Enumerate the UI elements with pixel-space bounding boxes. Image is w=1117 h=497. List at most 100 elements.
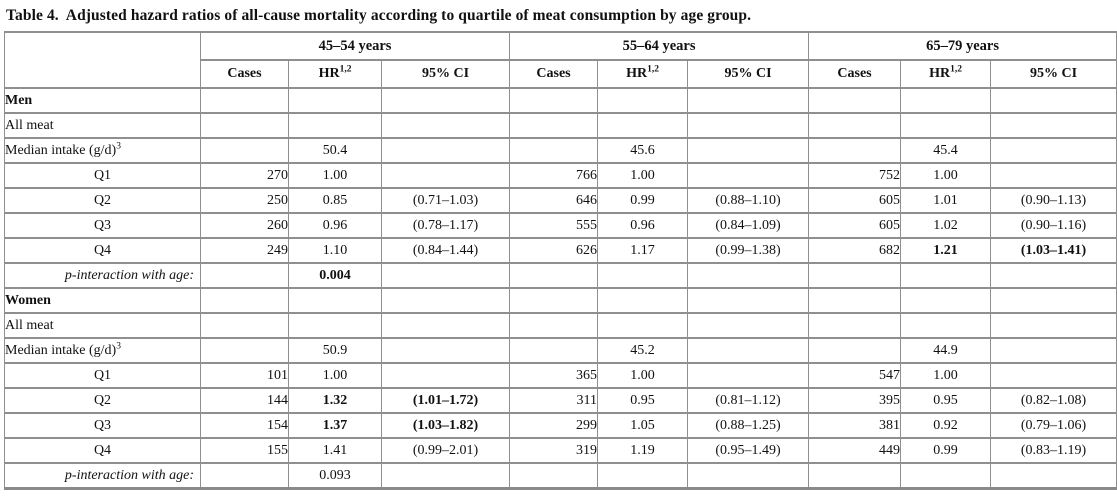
cases-cell	[200, 312, 289, 339]
hr-cell: 1.37	[288, 412, 382, 439]
hr-cell: 1.05	[597, 412, 689, 439]
cases-header: Cases	[509, 59, 599, 89]
cases-cell: 605	[808, 187, 902, 214]
cases-cell	[509, 462, 599, 490]
ci-cell: (0.82–1.08)	[990, 387, 1117, 414]
cases-cell	[808, 262, 902, 289]
row-label: Q1	[4, 362, 201, 389]
hr-cell: 0.99	[900, 437, 992, 464]
table-row: Q1 101 1.00 365 1.00 547 1.00	[4, 362, 1117, 389]
cases-cell: 646	[509, 187, 599, 214]
hr-cell: 1.00	[288, 162, 382, 189]
age-group-header-65-79: 65–79 years	[808, 31, 1117, 61]
hr-cell: 0.004	[288, 262, 382, 289]
row-label: p-interaction with age:	[4, 462, 201, 490]
cases-cell: 766	[509, 162, 599, 189]
row-label: Women	[4, 287, 201, 314]
cases-cell: 682	[808, 237, 902, 264]
group-header-row: 45–54 years 55–64 years 65–79 years	[4, 31, 1117, 89]
ci-cell: (0.90–1.13)	[990, 187, 1117, 214]
cases-cell: 626	[509, 237, 599, 264]
cases-cell	[200, 137, 289, 164]
table-caption: Adjusted hazard ratios of all-cause mort…	[65, 7, 752, 24]
ci-cell	[990, 287, 1117, 314]
hr-cell	[597, 262, 689, 289]
cases-cell: 365	[509, 362, 599, 389]
ci-cell: (0.79–1.06)	[990, 412, 1117, 439]
hr-cell	[900, 87, 992, 114]
cases-cell	[200, 337, 289, 364]
row-label: Q2	[4, 387, 201, 414]
cases-cell	[509, 87, 599, 114]
hr-cell: 1.02	[900, 212, 992, 239]
cases-cell	[808, 337, 902, 364]
ci-cell	[990, 262, 1117, 289]
hr-cell: 1.00	[597, 162, 689, 189]
ci-cell: (0.78–1.17)	[380, 212, 511, 239]
hr-cell: 45.6	[597, 137, 689, 164]
hr-cell	[597, 312, 689, 339]
hr-cell: 45.2	[597, 337, 689, 364]
cases-header: Cases	[808, 59, 902, 89]
cases-cell	[200, 462, 289, 490]
table-row: All meat	[4, 312, 1117, 339]
ci-cell	[990, 337, 1117, 364]
hr-cell	[900, 262, 992, 289]
row-label: p-interaction with age:	[4, 262, 201, 289]
hr-cell: 0.92	[900, 412, 992, 439]
hr-header: HR1,2	[900, 59, 992, 89]
table-row: Q1 270 1.00 766 1.00 752 1.00	[4, 162, 1117, 189]
row-label: Q4	[4, 237, 201, 264]
hr-cell: 1.21	[900, 237, 992, 264]
ci-cell	[380, 287, 511, 314]
ci-cell: (0.95–1.49)	[687, 437, 810, 464]
table-row: Median intake (g/d)3 50.9 45.2 44.9	[4, 337, 1117, 364]
cases-cell: 605	[808, 212, 902, 239]
hr-cell: 44.9	[900, 337, 992, 364]
table-row: p-interaction with age: 0.093	[4, 462, 1117, 490]
cases-cell: 752	[808, 162, 902, 189]
hr-cell: 50.4	[288, 137, 382, 164]
ci-cell	[990, 462, 1117, 490]
hr-cell	[597, 462, 689, 490]
ci-cell	[990, 87, 1117, 114]
table-row: Q2 250 0.85 (0.71–1.03) 646 0.99 (0.88–1.10) 60…	[4, 187, 1117, 214]
ci-header: 95% CI	[990, 59, 1117, 89]
hr-cell: 1.32	[288, 387, 382, 414]
cases-cell	[509, 262, 599, 289]
ci-cell	[687, 312, 810, 339]
ci-cell	[687, 162, 810, 189]
ci-cell	[990, 362, 1117, 389]
cases-cell: 299	[509, 412, 599, 439]
cases-cell	[509, 337, 599, 364]
hazard-ratio-table: 45–54 years 55–64 years 65–79 years Case…	[4, 31, 1117, 490]
ci-cell	[687, 87, 810, 114]
cases-cell	[808, 112, 902, 139]
hr-cell	[900, 287, 992, 314]
ci-cell	[380, 87, 511, 114]
ci-cell: (0.88–1.25)	[687, 412, 810, 439]
cases-cell: 155	[200, 437, 289, 464]
hr-cell: 1.00	[900, 362, 992, 389]
hr-cell: 0.96	[288, 212, 382, 239]
ci-cell	[380, 337, 511, 364]
hr-cell: 0.99	[597, 187, 689, 214]
ci-cell: (0.99–1.38)	[687, 237, 810, 264]
cases-cell: 547	[808, 362, 902, 389]
ci-cell	[687, 362, 810, 389]
cases-cell: 555	[509, 212, 599, 239]
hr-cell	[288, 112, 382, 139]
hr-cell: 0.95	[900, 387, 992, 414]
hr-cell	[900, 112, 992, 139]
ci-header: 95% CI	[687, 59, 810, 89]
ci-cell: (1.01–1.72)	[380, 387, 511, 414]
row-label: Q1	[4, 162, 201, 189]
ci-cell	[687, 112, 810, 139]
row-label: All meat	[4, 312, 201, 339]
ci-cell	[380, 112, 511, 139]
age-group-header-55-64: 55–64 years	[509, 31, 810, 61]
cases-cell: 249	[200, 237, 289, 264]
cases-cell	[200, 262, 289, 289]
ci-cell: (0.99–2.01)	[380, 437, 511, 464]
ci-cell	[380, 162, 511, 189]
